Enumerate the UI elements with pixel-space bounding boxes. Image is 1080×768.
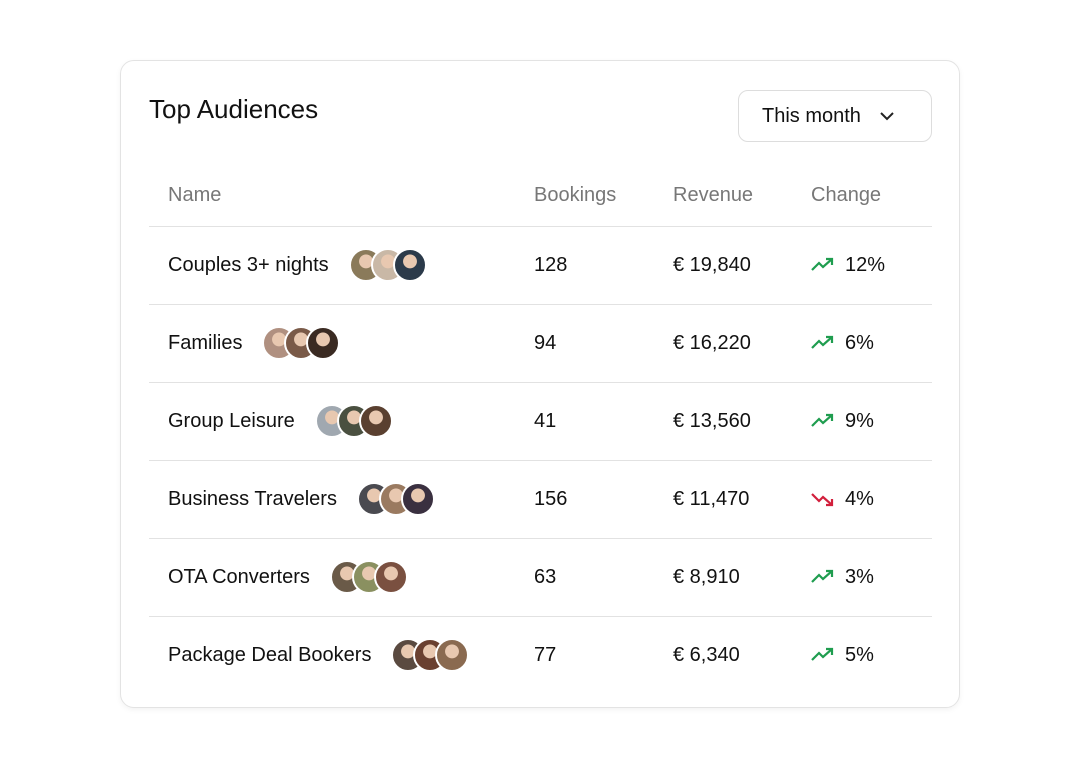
avatar-group bbox=[262, 326, 341, 360]
avatar-group bbox=[348, 248, 427, 282]
avatar-group bbox=[391, 638, 470, 672]
table-row: Business Travelers 156 € 11,470 4% bbox=[121, 460, 961, 538]
avatar-group bbox=[329, 560, 408, 594]
name-cell: Business Travelers bbox=[168, 460, 435, 538]
avatar bbox=[400, 482, 435, 516]
row-divider bbox=[149, 616, 932, 617]
audience-name: Group Leisure bbox=[168, 409, 295, 432]
avatar bbox=[306, 326, 341, 360]
column-header: Revenue bbox=[673, 184, 754, 206]
period-label: This month bbox=[762, 104, 861, 127]
trend-up-icon bbox=[811, 335, 834, 349]
trend-up-icon bbox=[811, 569, 834, 583]
bookings-cell: 63 bbox=[534, 565, 557, 588]
row-divider bbox=[149, 226, 932, 227]
trend-up-icon bbox=[811, 647, 834, 661]
change-cell: 3% bbox=[811, 538, 874, 616]
chevron bbox=[880, 112, 894, 121]
audience-name: Families bbox=[168, 331, 243, 354]
row-divider bbox=[149, 304, 932, 305]
name-cell: OTA Converters bbox=[168, 538, 408, 616]
revenue-cell: € 11,470 bbox=[673, 487, 750, 510]
period-dropdown[interactable]: This month bbox=[738, 90, 932, 142]
revenue-cell: € 13,560 bbox=[673, 409, 751, 432]
trend-up-icon bbox=[811, 257, 834, 271]
name-cell: Package Deal Bookers bbox=[168, 616, 470, 694]
table-row: Families 94 € 16,220 6% bbox=[121, 304, 961, 382]
change-value: 5% bbox=[845, 643, 874, 666]
bookings-cell: 41 bbox=[534, 409, 557, 432]
name-cell: Families bbox=[168, 304, 341, 382]
audience-name: Couples 3+ nights bbox=[168, 253, 329, 276]
avatar-group bbox=[356, 482, 435, 516]
trend-down-icon bbox=[811, 493, 834, 507]
change-cell: 4% bbox=[811, 460, 874, 538]
column-header: Bookings bbox=[534, 184, 617, 206]
bookings-cell: 77 bbox=[534, 643, 557, 666]
card-title: Top Audiences bbox=[149, 94, 319, 124]
avatar-group bbox=[314, 404, 393, 438]
change-cell: 12% bbox=[811, 226, 885, 304]
column-header: Change bbox=[811, 184, 882, 206]
avatar bbox=[392, 248, 427, 282]
row-divider bbox=[149, 460, 932, 461]
name-cell: Couples 3+ nights bbox=[168, 226, 427, 304]
bookings-cell: 94 bbox=[534, 331, 557, 354]
table-row: Package Deal Bookers 77 € 6,340 5% bbox=[121, 616, 961, 694]
revenue-cell: € 16,220 bbox=[673, 331, 751, 354]
table-row: Group Leisure 41 € 13,560 9% bbox=[121, 382, 961, 460]
row-divider bbox=[149, 538, 932, 539]
change-cell: 6% bbox=[811, 304, 874, 382]
revenue-cell: € 8,910 bbox=[673, 565, 740, 588]
change-cell: 9% bbox=[811, 382, 874, 460]
change-value: 6% bbox=[845, 331, 874, 354]
change-cell: 5% bbox=[811, 616, 874, 694]
audience-name: Package Deal Bookers bbox=[168, 643, 372, 666]
row-divider bbox=[149, 382, 932, 383]
change-value: 4% bbox=[845, 487, 874, 510]
avatar bbox=[358, 404, 393, 438]
bookings-cell: 156 bbox=[534, 487, 568, 510]
bookings-cell: 128 bbox=[534, 253, 568, 276]
name-cell: Group Leisure bbox=[168, 382, 393, 460]
avatar bbox=[373, 560, 408, 594]
change-value: 9% bbox=[845, 409, 874, 432]
trend-up-icon bbox=[811, 413, 834, 427]
avatar bbox=[435, 638, 470, 672]
table-row: Couples 3+ nights 128 € 19,840 12% bbox=[121, 226, 961, 304]
table-row: OTA Converters 63 € 8,910 3% bbox=[121, 538, 961, 616]
revenue-cell: € 19,840 bbox=[673, 253, 751, 276]
audience-name: Business Travelers bbox=[168, 487, 337, 510]
change-value: 3% bbox=[845, 565, 874, 588]
change-value: 12% bbox=[845, 253, 886, 276]
audience-name: OTA Converters bbox=[168, 565, 310, 588]
column-header: Name bbox=[168, 184, 222, 206]
audiences-card: Top Audiences This month Name Bookings Rev… bbox=[120, 60, 960, 708]
revenue-cell: € 6,340 bbox=[673, 643, 740, 666]
